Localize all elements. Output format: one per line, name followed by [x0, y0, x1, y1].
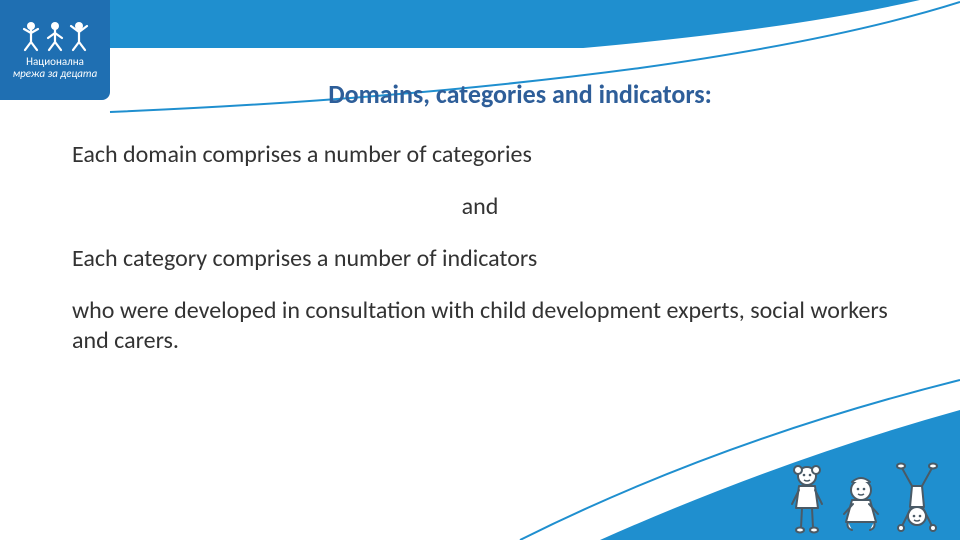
top-band: [0, 0, 960, 48]
paragraph-1: Each domain comprises a number of catego…: [72, 140, 888, 170]
paragraph-4: who were developed in consultation with …: [72, 296, 888, 356]
paragraph-and: and: [72, 192, 888, 222]
slide: Национална мрежа за децата Domains, cate…: [0, 0, 960, 540]
logo-text: Национална мрежа за децата: [13, 56, 98, 80]
paragraph-3: Each category comprises a number of indi…: [72, 244, 888, 274]
page-title: Domains, categories and indicators:: [0, 78, 960, 110]
children-illustration-icon: [784, 460, 942, 534]
logo-figures-icon: [20, 20, 90, 52]
body-text: Each domain comprises a number of catego…: [72, 140, 888, 378]
